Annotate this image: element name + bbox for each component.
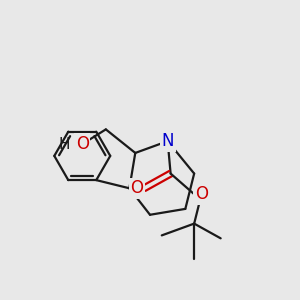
Text: O: O	[195, 185, 208, 203]
Text: O: O	[76, 135, 89, 153]
Text: H: H	[59, 136, 70, 152]
Text: N: N	[161, 132, 174, 150]
Text: O: O	[130, 179, 143, 197]
